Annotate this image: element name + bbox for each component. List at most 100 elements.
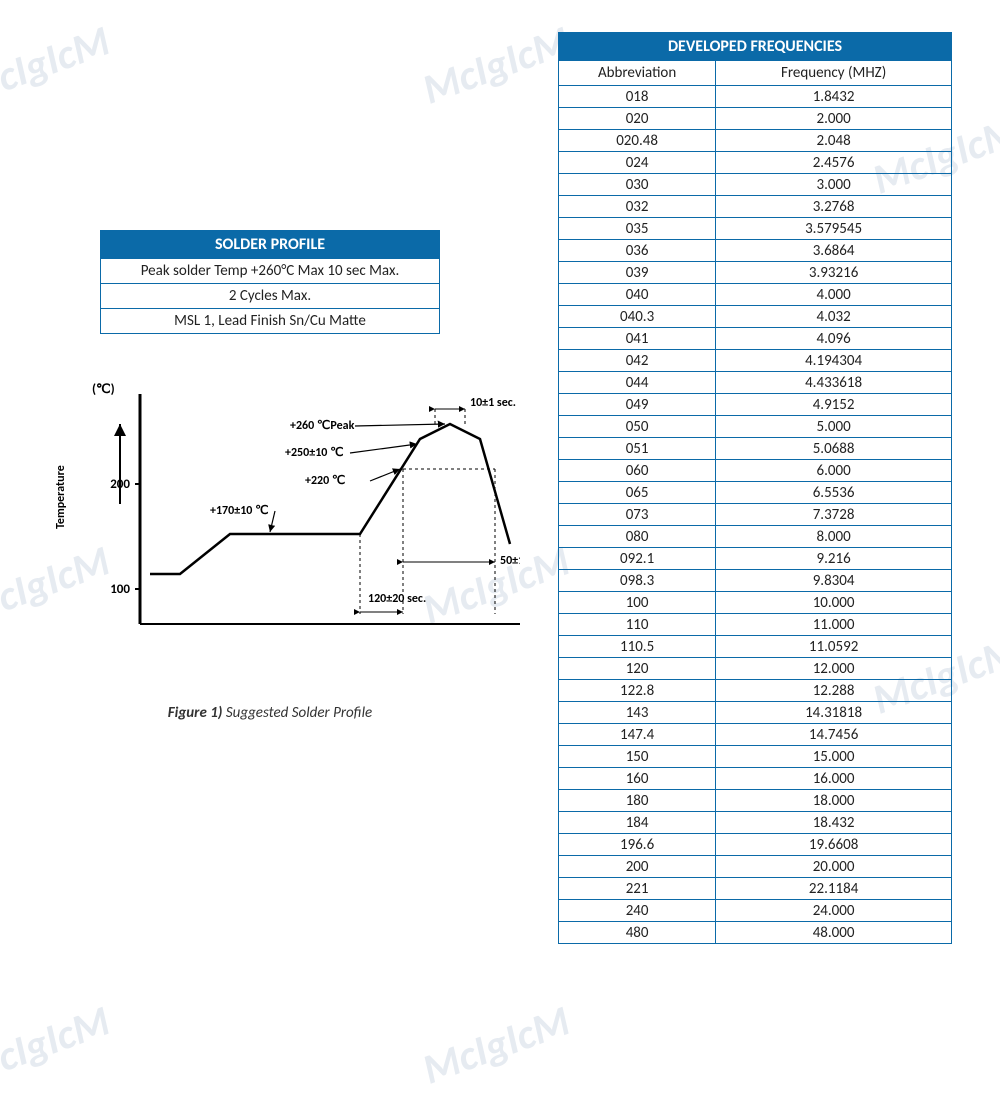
- table-row: 0242.4576: [559, 152, 952, 174]
- freq-col-header: Frequency (MHZ): [716, 61, 952, 86]
- freq-cell: 184: [559, 812, 716, 834]
- freq-title: DEVELOPED FREQUENCIES: [559, 33, 952, 61]
- freq-cell: 15.000: [716, 746, 952, 768]
- left-column: SOLDER PROFILE Peak solder Temp +260°C M…: [60, 230, 480, 722]
- freq-cell: 018: [559, 86, 716, 108]
- freq-cell: 100: [559, 592, 716, 614]
- freq-cell: 11.000: [716, 614, 952, 636]
- freq-cell: 032: [559, 196, 716, 218]
- freq-cell: 6.5536: [716, 482, 952, 504]
- table-row: 0414.096: [559, 328, 952, 350]
- freq-cell: 110: [559, 614, 716, 636]
- freq-cell: 065: [559, 482, 716, 504]
- freq-cell: 024: [559, 152, 716, 174]
- svg-text:50±10 sec.: 50±10 sec.: [500, 554, 520, 568]
- freq-cell: 036: [559, 240, 716, 262]
- freq-cell: 3.93216: [716, 262, 952, 284]
- freq-cell: 020: [559, 108, 716, 130]
- table-row: 14314.31818: [559, 702, 952, 724]
- table-row: 18018.000: [559, 790, 952, 812]
- freq-cell: 050: [559, 416, 716, 438]
- table-row: 0656.5536: [559, 482, 952, 504]
- freq-cell: 3.2768: [716, 196, 952, 218]
- freq-cell: 7.3728: [716, 504, 952, 526]
- freq-cell: 110.5: [559, 636, 716, 658]
- freq-cell: 221: [559, 878, 716, 900]
- table-row: 12012.000: [559, 658, 952, 680]
- table-row: 0606.000: [559, 460, 952, 482]
- table-row: 11011.000: [559, 614, 952, 636]
- freq-cell: 480: [559, 922, 716, 944]
- freq-cell: 3.579545: [716, 218, 952, 240]
- table-row: 0202.000: [559, 108, 952, 130]
- freq-cell: 2.000: [716, 108, 952, 130]
- table-row: 0404.000: [559, 284, 952, 306]
- solder-profile-chart: (℃) Temperature 100200120±20 sec.50±10 s…: [60, 374, 480, 674]
- freq-cell: 4.194304: [716, 350, 952, 372]
- freq-cell: 1.8432: [716, 86, 952, 108]
- freq-cell: 12.288: [716, 680, 952, 702]
- freq-cell: 4.9152: [716, 394, 952, 416]
- svg-text:120±20 sec.: 120±20 sec.: [368, 592, 426, 606]
- freq-cell: 073: [559, 504, 716, 526]
- solder-title: SOLDER PROFILE: [101, 231, 440, 259]
- table-row: 0494.9152: [559, 394, 952, 416]
- table-row: 0515.0688: [559, 438, 952, 460]
- freq-cell: 039: [559, 262, 716, 284]
- table-row: 122.812.288: [559, 680, 952, 702]
- freq-cell: 18.000: [716, 790, 952, 812]
- freq-cell: 044: [559, 372, 716, 394]
- freq-cell: 060: [559, 460, 716, 482]
- freq-cell: 9.8304: [716, 570, 952, 592]
- freq-cell: 080: [559, 526, 716, 548]
- freq-cell: 120: [559, 658, 716, 680]
- freq-cell: 5.0688: [716, 438, 952, 460]
- table-row: 020.482.048: [559, 130, 952, 152]
- watermark: McIgIcM: [0, 995, 117, 1095]
- freq-cell: 160: [559, 768, 716, 790]
- svg-text:+250±10 ℃: +250±10 ℃: [285, 446, 344, 460]
- watermark: McIgIcM: [416, 15, 577, 115]
- freq-cell: 4.433618: [716, 372, 952, 394]
- freq-cell: 19.6608: [716, 834, 952, 856]
- table-row: 16016.000: [559, 768, 952, 790]
- table-row: 0393.93216: [559, 262, 952, 284]
- freq-cell: 12.000: [716, 658, 952, 680]
- table-row: 0505.000: [559, 416, 952, 438]
- table-row: 098.39.8304: [559, 570, 952, 592]
- freq-cell: 3.000: [716, 174, 952, 196]
- freq-cell: 196.6: [559, 834, 716, 856]
- table-row: 040.34.032: [559, 306, 952, 328]
- table-row: 092.19.216: [559, 548, 952, 570]
- freq-cell: 22.1184: [716, 878, 952, 900]
- freq-cell: 122.8: [559, 680, 716, 702]
- freq-cell: 240: [559, 900, 716, 922]
- table-row: 20020.000: [559, 856, 952, 878]
- table-row: 0353.579545: [559, 218, 952, 240]
- freq-cell: 48.000: [716, 922, 952, 944]
- svg-text:100: 100: [110, 582, 130, 597]
- solder-row: MSL 1, Lead Finish Sn/Cu Matte: [101, 309, 440, 334]
- table-row: 18418.432: [559, 812, 952, 834]
- freq-cell: 035: [559, 218, 716, 240]
- watermark: McIgIcM: [416, 995, 577, 1095]
- freq-cell: 041: [559, 328, 716, 350]
- svg-text:+260 ℃Peak: +260 ℃Peak: [290, 419, 355, 433]
- freq-cell: 9.216: [716, 548, 952, 570]
- freq-cell: 5.000: [716, 416, 952, 438]
- freq-cell: 051: [559, 438, 716, 460]
- freq-cell: 049: [559, 394, 716, 416]
- table-row: 10010.000: [559, 592, 952, 614]
- freq-cell: 040.3: [559, 306, 716, 328]
- table-row: 147.414.7456: [559, 724, 952, 746]
- table-row: 110.511.0592: [559, 636, 952, 658]
- solder-row: 2 Cycles Max.: [101, 284, 440, 309]
- freq-cell: 10.000: [716, 592, 952, 614]
- table-row: 15015.000: [559, 746, 952, 768]
- table-row: 0363.6864: [559, 240, 952, 262]
- table-row: 0444.433618: [559, 372, 952, 394]
- svg-text:+220 ℃: +220 ℃: [305, 474, 345, 488]
- freq-cell: 24.000: [716, 900, 952, 922]
- freq-cell: 3.6864: [716, 240, 952, 262]
- freq-cell: 4.000: [716, 284, 952, 306]
